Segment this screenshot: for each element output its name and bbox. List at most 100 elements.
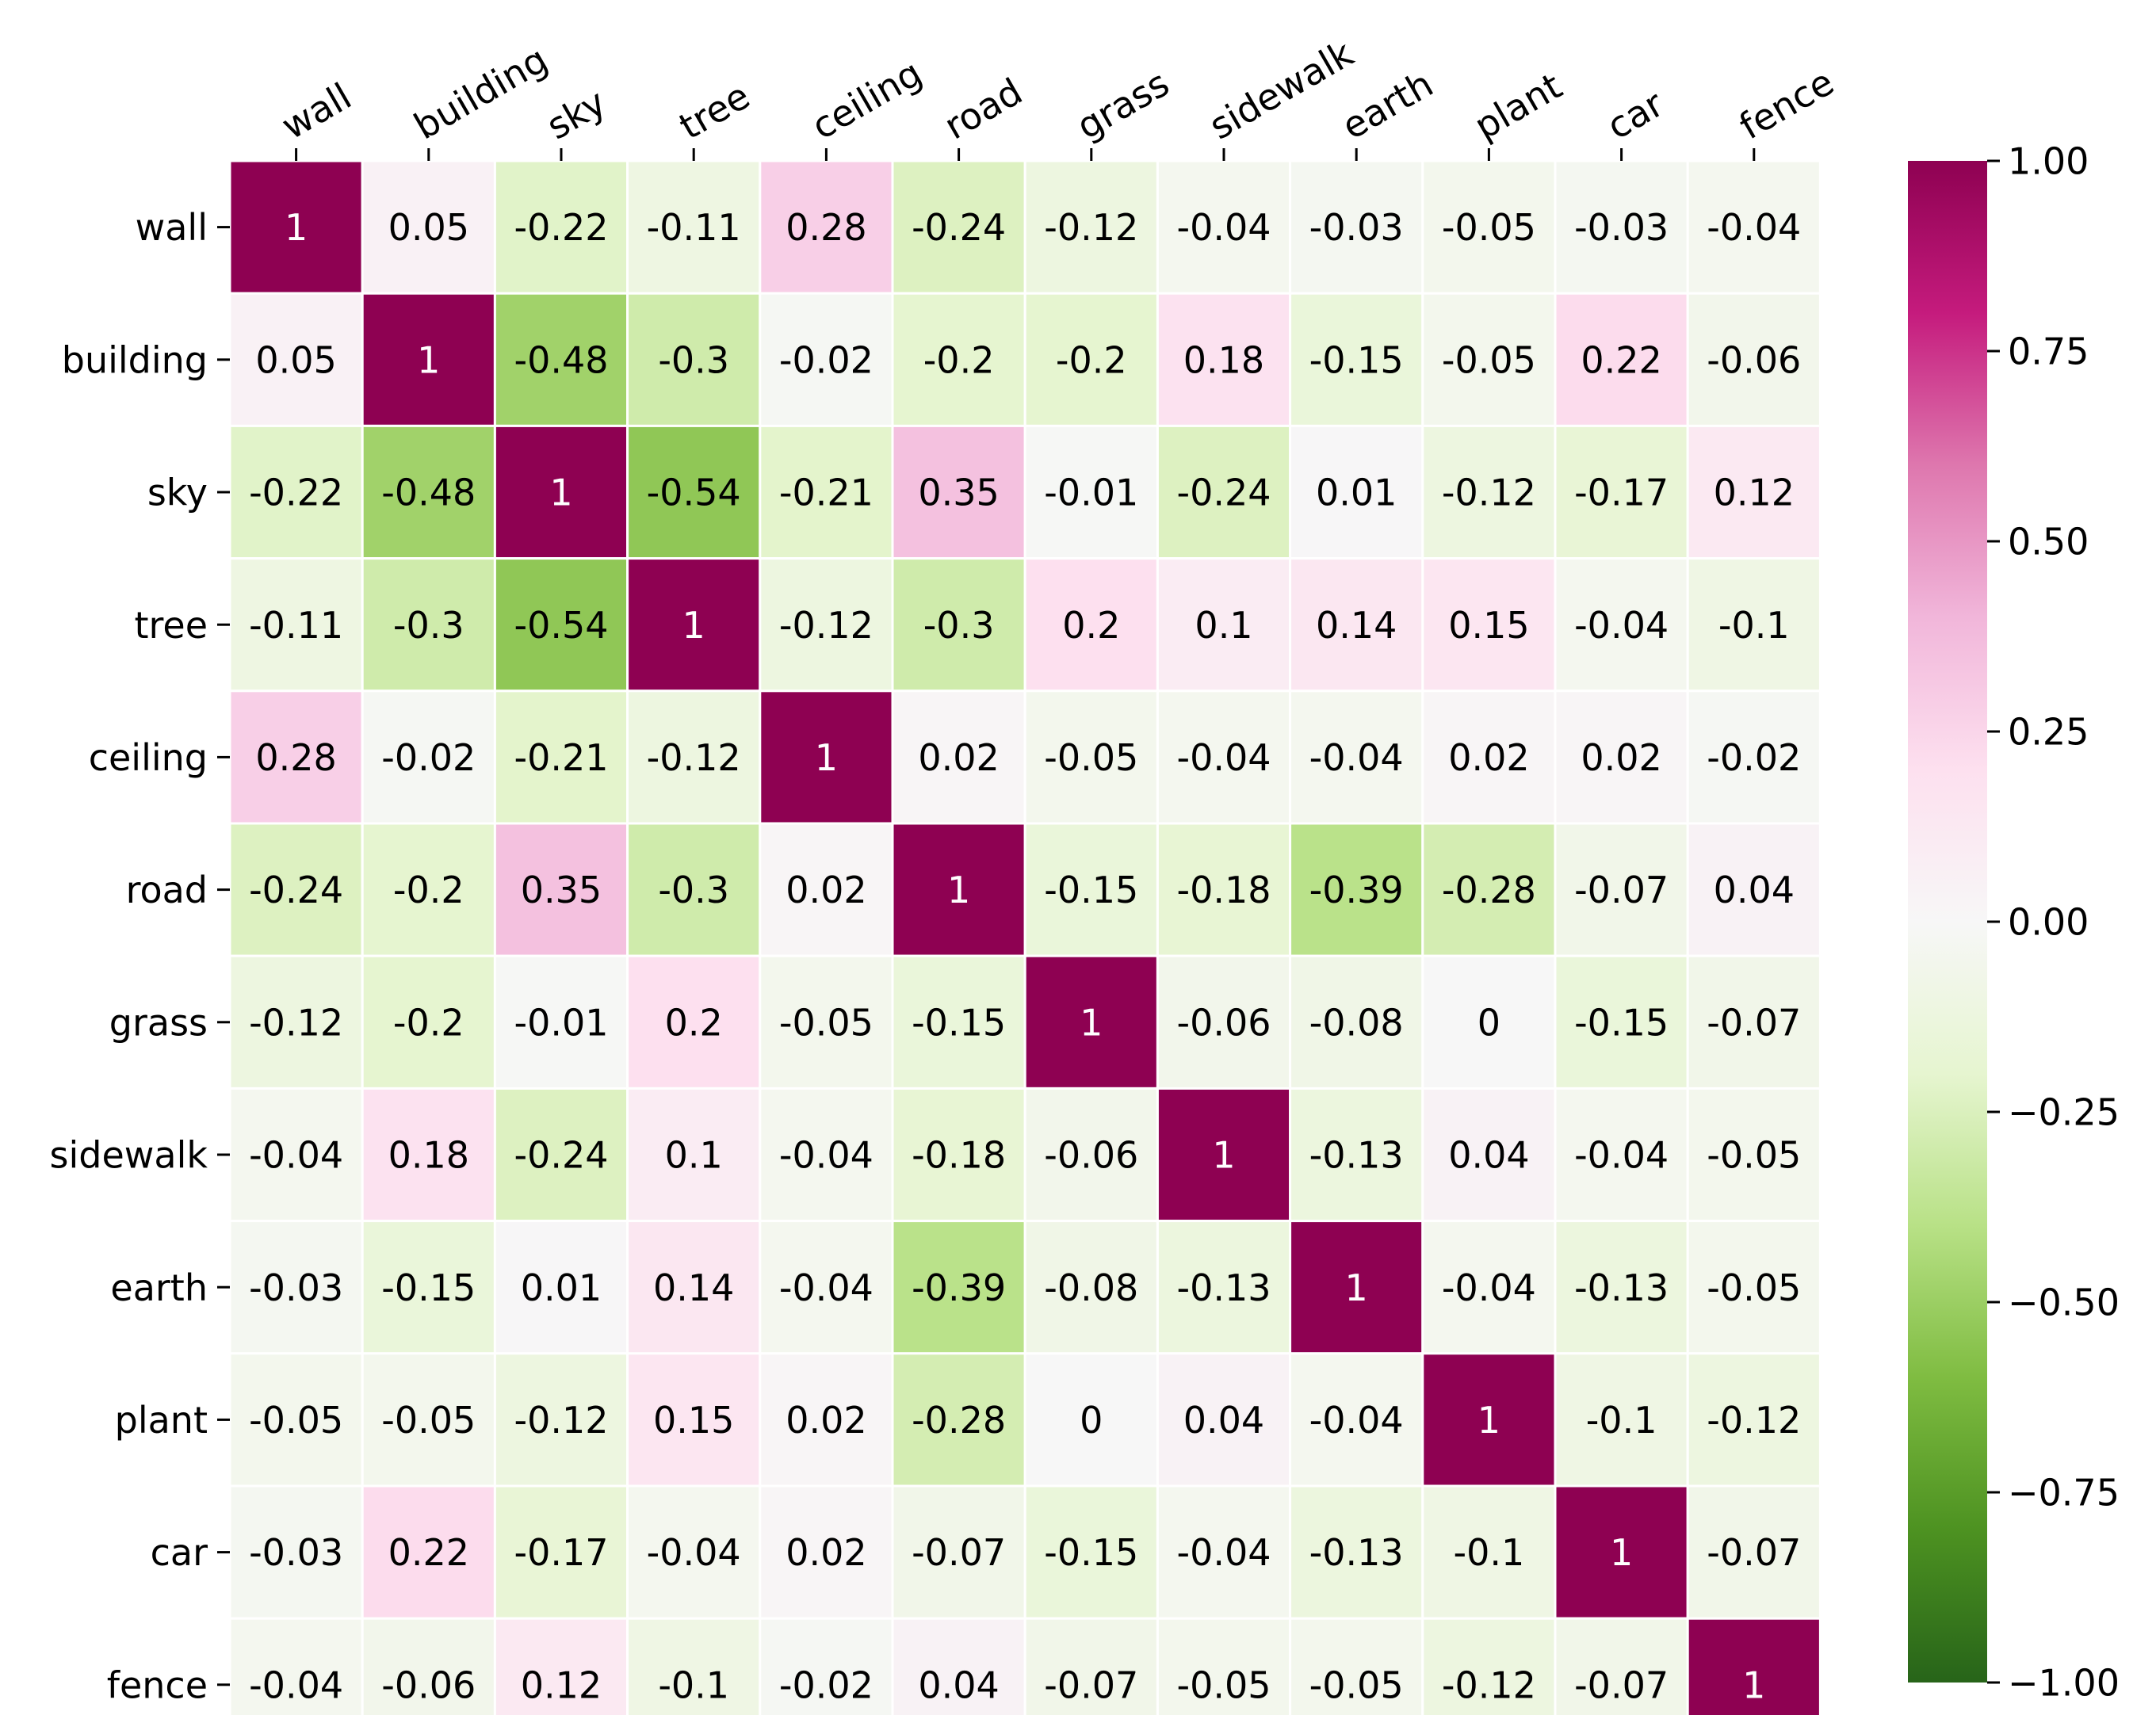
heatmap-cell-value: 0.02 xyxy=(786,1531,866,1574)
heatmap-cell xyxy=(891,1617,1026,1715)
heatmap-cell-value: -0.08 xyxy=(1044,1266,1138,1309)
heatmap-cell xyxy=(493,689,629,825)
heatmap-cell-value: -0.1 xyxy=(1718,604,1790,647)
heatmap-cell xyxy=(891,159,1026,295)
heatmap-cell xyxy=(228,822,364,957)
heatmap-cell-value: -0.22 xyxy=(514,206,608,249)
heatmap-cell xyxy=(626,557,762,693)
heatmap-cell-value: 1 xyxy=(1610,1531,1633,1574)
heatmap-cell-value: -0.04 xyxy=(1309,736,1404,779)
heatmap-cell-value: -0.02 xyxy=(779,1663,873,1706)
x-axis-label: building xyxy=(407,38,555,148)
heatmap-cell xyxy=(228,424,364,560)
heatmap-cell xyxy=(1554,1617,1689,1715)
heatmap-cell-value: -0.15 xyxy=(912,1001,1006,1044)
heatmap-cell-value: -0.21 xyxy=(779,472,873,514)
heatmap-cell-value: -0.04 xyxy=(249,1663,343,1706)
heatmap-cell-value: -0.11 xyxy=(647,206,741,249)
heatmap-cell-value: -0.06 xyxy=(1044,1134,1138,1177)
heatmap-cell xyxy=(1023,424,1159,560)
heatmap-cell xyxy=(228,689,364,825)
heatmap-cell xyxy=(1289,557,1424,693)
heatmap-cell xyxy=(891,1484,1026,1620)
x-axis-label: fence xyxy=(1732,60,1841,147)
heatmap-cell-value: -0.3 xyxy=(658,869,729,911)
heatmap-cell-value: 0.12 xyxy=(1714,472,1795,514)
heatmap-cell-value: -0.01 xyxy=(514,1001,608,1044)
heatmap-cell xyxy=(493,954,629,1090)
y-axis-label: road xyxy=(126,869,208,911)
heatmap-cell-value: -0.12 xyxy=(249,1001,343,1044)
heatmap-cell xyxy=(1023,822,1159,957)
heatmap-cell xyxy=(1023,1617,1159,1715)
heatmap-cell xyxy=(1686,1220,1822,1355)
heatmap-cell xyxy=(1554,1484,1689,1620)
heatmap-cell xyxy=(1421,1087,1557,1223)
heatmap-cell-value: 1 xyxy=(1477,1399,1500,1442)
heatmap-cell xyxy=(1421,292,1557,427)
heatmap-cell-value: -0.05 xyxy=(1442,206,1536,249)
heatmap-cell-value: -0.05 xyxy=(1176,1663,1271,1706)
heatmap-cell-value: 0.2 xyxy=(665,1001,723,1044)
heatmap-cell xyxy=(1554,954,1689,1090)
heatmap-cell xyxy=(361,159,496,295)
heatmap-cell-value: -0.07 xyxy=(1044,1663,1138,1706)
x-axis-label: grass xyxy=(1069,62,1176,148)
heatmap-cell-value: -0.39 xyxy=(1309,869,1404,911)
heatmap-cell-value: -0.15 xyxy=(1574,1001,1669,1044)
heatmap-cell xyxy=(361,1484,496,1620)
heatmap-cell-value: -0.13 xyxy=(1309,1134,1404,1177)
heatmap-cell xyxy=(1289,1617,1424,1715)
heatmap-cell xyxy=(1289,822,1424,957)
heatmap-cell-value: -0.04 xyxy=(249,1134,343,1177)
heatmap-cell xyxy=(1156,1220,1292,1355)
heatmap-cell xyxy=(228,1220,364,1355)
y-axis-label: ceiling xyxy=(89,736,208,779)
heatmap-cell-value: -0.48 xyxy=(514,338,608,381)
heatmap-cell xyxy=(1156,1484,1292,1620)
heatmap-cell-value: -0.13 xyxy=(1309,1531,1404,1574)
heatmap-cell-value: -0.12 xyxy=(647,736,741,779)
heatmap-cell-value: -0.12 xyxy=(1707,1399,1801,1442)
heatmap-cell-value: -0.07 xyxy=(1707,1001,1801,1044)
heatmap-cell xyxy=(1421,1352,1557,1488)
heatmap-cell xyxy=(1023,1352,1159,1488)
heatmap-cell-value: 0.02 xyxy=(918,736,999,779)
heatmap-cell xyxy=(1023,1484,1159,1620)
heatmap-cell xyxy=(228,1484,364,1620)
heatmap-cell xyxy=(361,1617,496,1715)
heatmap-cell-value: -0.04 xyxy=(1176,1531,1271,1574)
heatmap-cell xyxy=(759,1087,894,1223)
heatmap-cell-value: -0.05 xyxy=(1309,1663,1404,1706)
heatmap-cell-value: -0.04 xyxy=(1707,206,1801,249)
heatmap-cell-value: 0.18 xyxy=(388,1134,469,1177)
heatmap-cell-value: -0.12 xyxy=(1442,472,1536,514)
heatmap-cell xyxy=(626,1087,762,1223)
colorbar-tick-label: −0.75 xyxy=(2008,1472,2120,1514)
y-axis-label: fence xyxy=(107,1663,208,1706)
heatmap-cell-value: -0.12 xyxy=(779,604,873,647)
y-axis-label: building xyxy=(62,338,208,381)
heatmap-cell xyxy=(626,1220,762,1355)
y-axis-label: sky xyxy=(147,472,208,514)
heatmap-cell-value: 0.35 xyxy=(918,472,999,514)
heatmap-cell xyxy=(1686,557,1822,693)
x-axis-label: sky xyxy=(540,81,614,148)
heatmap-cell-value: 1 xyxy=(947,869,970,911)
heatmap-cell-value: -0.3 xyxy=(923,604,995,647)
heatmap-cell-value: -0.21 xyxy=(514,736,608,779)
heatmap-cell xyxy=(1421,159,1557,295)
heatmap-cell xyxy=(626,822,762,957)
heatmap-cell xyxy=(1686,1352,1822,1488)
heatmap-cell xyxy=(1289,1220,1424,1355)
heatmap-cell-value: -0.15 xyxy=(1044,869,1138,911)
heatmap-cell xyxy=(759,292,894,427)
heatmap-cell-value: 0.15 xyxy=(653,1399,734,1442)
heatmap-cell-value: 1 xyxy=(549,472,572,514)
heatmap-cell-value: -0.04 xyxy=(1574,604,1669,647)
heatmap-cell-value: 0.02 xyxy=(786,869,866,911)
heatmap-cell-value: -0.11 xyxy=(249,604,343,647)
heatmap-cell xyxy=(493,1220,629,1355)
